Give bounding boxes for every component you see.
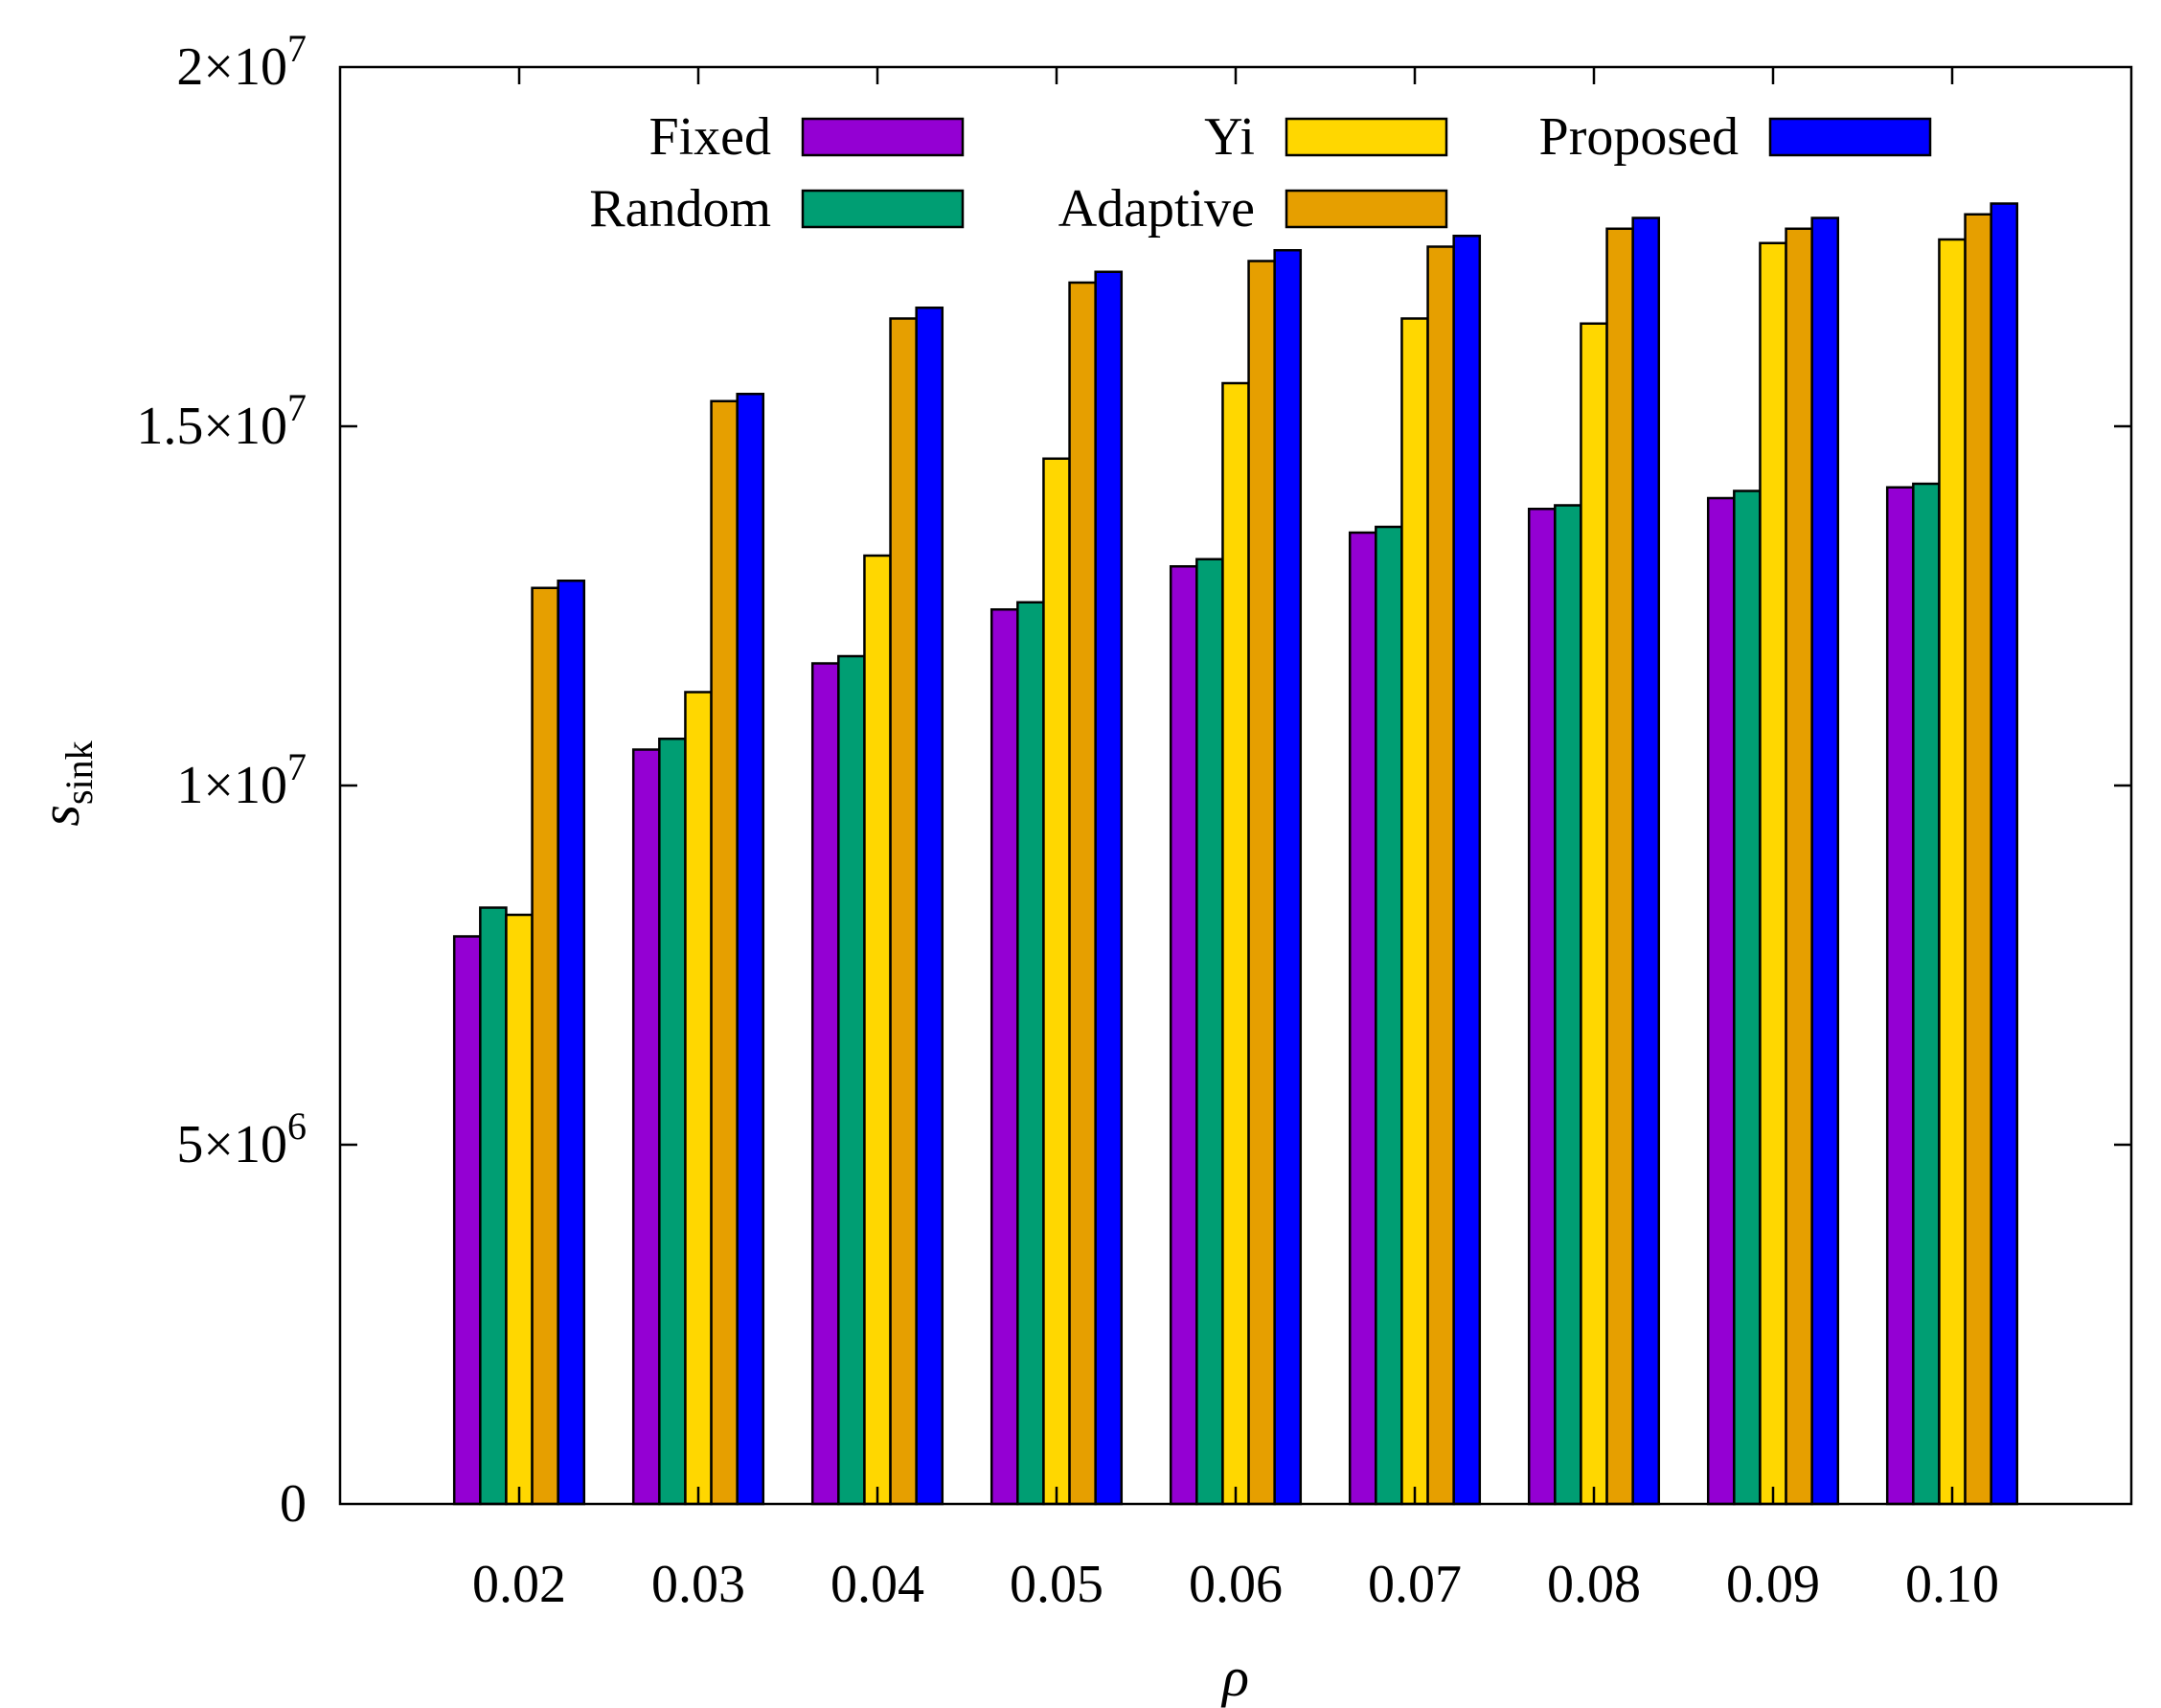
- legend-label-fixed: Fixed: [648, 107, 771, 167]
- bar-proposed-0.09: [1810, 216, 1840, 1506]
- bar-adaptive-0.08: [1605, 227, 1634, 1506]
- legend-label-adaptive: Adaptive: [1058, 179, 1255, 239]
- bar-adaptive-0.03: [710, 399, 739, 1506]
- y-tick-label: 5×106: [176, 1105, 307, 1174]
- bar-fixed-0.03: [631, 748, 661, 1506]
- bar-random-0.08: [1554, 504, 1582, 1506]
- bar-fixed-0.04: [810, 662, 840, 1506]
- y-tick-label: 1.5×107: [136, 386, 307, 456]
- x-tick-label: 0.07: [1368, 1555, 1462, 1614]
- bar-fixed-0.07: [1348, 531, 1377, 1506]
- bar-random-0.04: [837, 654, 866, 1506]
- bar-proposed-0.10: [1990, 202, 2019, 1506]
- bar-yi-0.08: [1580, 322, 1608, 1506]
- bar-proposed-0.07: [1452, 235, 1482, 1506]
- legend-swatch-fixed: [801, 117, 965, 157]
- bar-adaptive-0.06: [1247, 260, 1276, 1506]
- x-tick-label: 0.06: [1189, 1555, 1283, 1614]
- bar-random-0.10: [1912, 482, 1941, 1506]
- y-axis-label: ssink: [29, 740, 101, 826]
- bar-fixed-0.08: [1527, 508, 1557, 1506]
- x-tick-label: 0.02: [472, 1555, 566, 1614]
- x-tick-label: 0.04: [830, 1555, 924, 1614]
- plot-frame: [338, 65, 2133, 1506]
- bar-yi-0.03: [684, 691, 713, 1506]
- bar-random-0.03: [658, 738, 687, 1506]
- bar-yi-0.10: [1938, 238, 1967, 1506]
- bar-random-0.06: [1195, 558, 1224, 1506]
- legend-label-yi: Yi: [1204, 107, 1255, 167]
- legend-swatch-proposed: [1768, 117, 1932, 157]
- bar-fixed-0.09: [1706, 496, 1736, 1506]
- bar-proposed-0.05: [1094, 270, 1124, 1506]
- x-tick-label: 0.09: [1726, 1555, 1820, 1614]
- svg-text:ssink: ssink: [29, 740, 101, 826]
- y-tick-label: 0: [280, 1474, 307, 1534]
- bars-group: [452, 202, 2019, 1506]
- bar-fixed-0.05: [990, 608, 1019, 1506]
- legend: Fixed Random Yi Adaptive Proposed: [589, 107, 1932, 239]
- bar-adaptive-0.04: [889, 317, 918, 1506]
- bar-yi-0.02: [505, 913, 534, 1506]
- x-tick-label: 0.10: [1905, 1555, 1999, 1614]
- x-tick-label: 0.03: [651, 1555, 745, 1614]
- bar-yi-0.09: [1759, 241, 1787, 1506]
- legend-swatch-random: [801, 189, 965, 229]
- bar-random-0.05: [1016, 601, 1045, 1506]
- bar-proposed-0.04: [915, 307, 944, 1506]
- bar-random-0.02: [479, 906, 508, 1506]
- bar-proposed-0.06: [1273, 249, 1303, 1506]
- bar-adaptive-0.02: [531, 586, 559, 1506]
- bar-fixed-0.06: [1169, 565, 1198, 1506]
- bar-proposed-0.03: [736, 393, 765, 1506]
- bar-fixed-0.02: [452, 935, 482, 1506]
- bar-adaptive-0.09: [1785, 227, 1813, 1506]
- x-tick-label: 0.05: [1010, 1555, 1103, 1614]
- x-tick-label: 0.08: [1547, 1555, 1641, 1614]
- bar-yi-0.05: [1042, 457, 1071, 1506]
- bar-yi-0.04: [863, 554, 892, 1506]
- x-axis-label: ρ: [1220, 1646, 1249, 1708]
- bar-adaptive-0.05: [1068, 281, 1097, 1506]
- legend-label-proposed: Proposed: [1539, 107, 1739, 167]
- legend-swatch-adaptive: [1285, 189, 1448, 229]
- bar-yi-0.06: [1221, 381, 1250, 1506]
- bar-adaptive-0.07: [1426, 245, 1455, 1506]
- bar-adaptive-0.10: [1964, 213, 1992, 1506]
- bar-yi-0.07: [1400, 317, 1429, 1506]
- bar-fixed-0.10: [1885, 486, 1915, 1506]
- bar-proposed-0.02: [557, 580, 586, 1506]
- bar-random-0.07: [1375, 525, 1403, 1506]
- bar-random-0.09: [1733, 490, 1762, 1506]
- legend-label-random: Random: [589, 179, 771, 239]
- ticks-group: 0.02 0.03 0.04 0.05 0.06 0.07 0.08 0.09 0.10 0 5×1…: [136, 27, 2131, 1614]
- y-axis-label-subscript: sink: [57, 740, 101, 805]
- y-tick-label: 1×107: [176, 745, 307, 815]
- legend-swatch-yi: [1285, 117, 1448, 157]
- y-tick-label: 2×107: [176, 27, 307, 97]
- bar-proposed-0.08: [1631, 216, 1661, 1506]
- y-axis-label-main: s: [29, 805, 91, 827]
